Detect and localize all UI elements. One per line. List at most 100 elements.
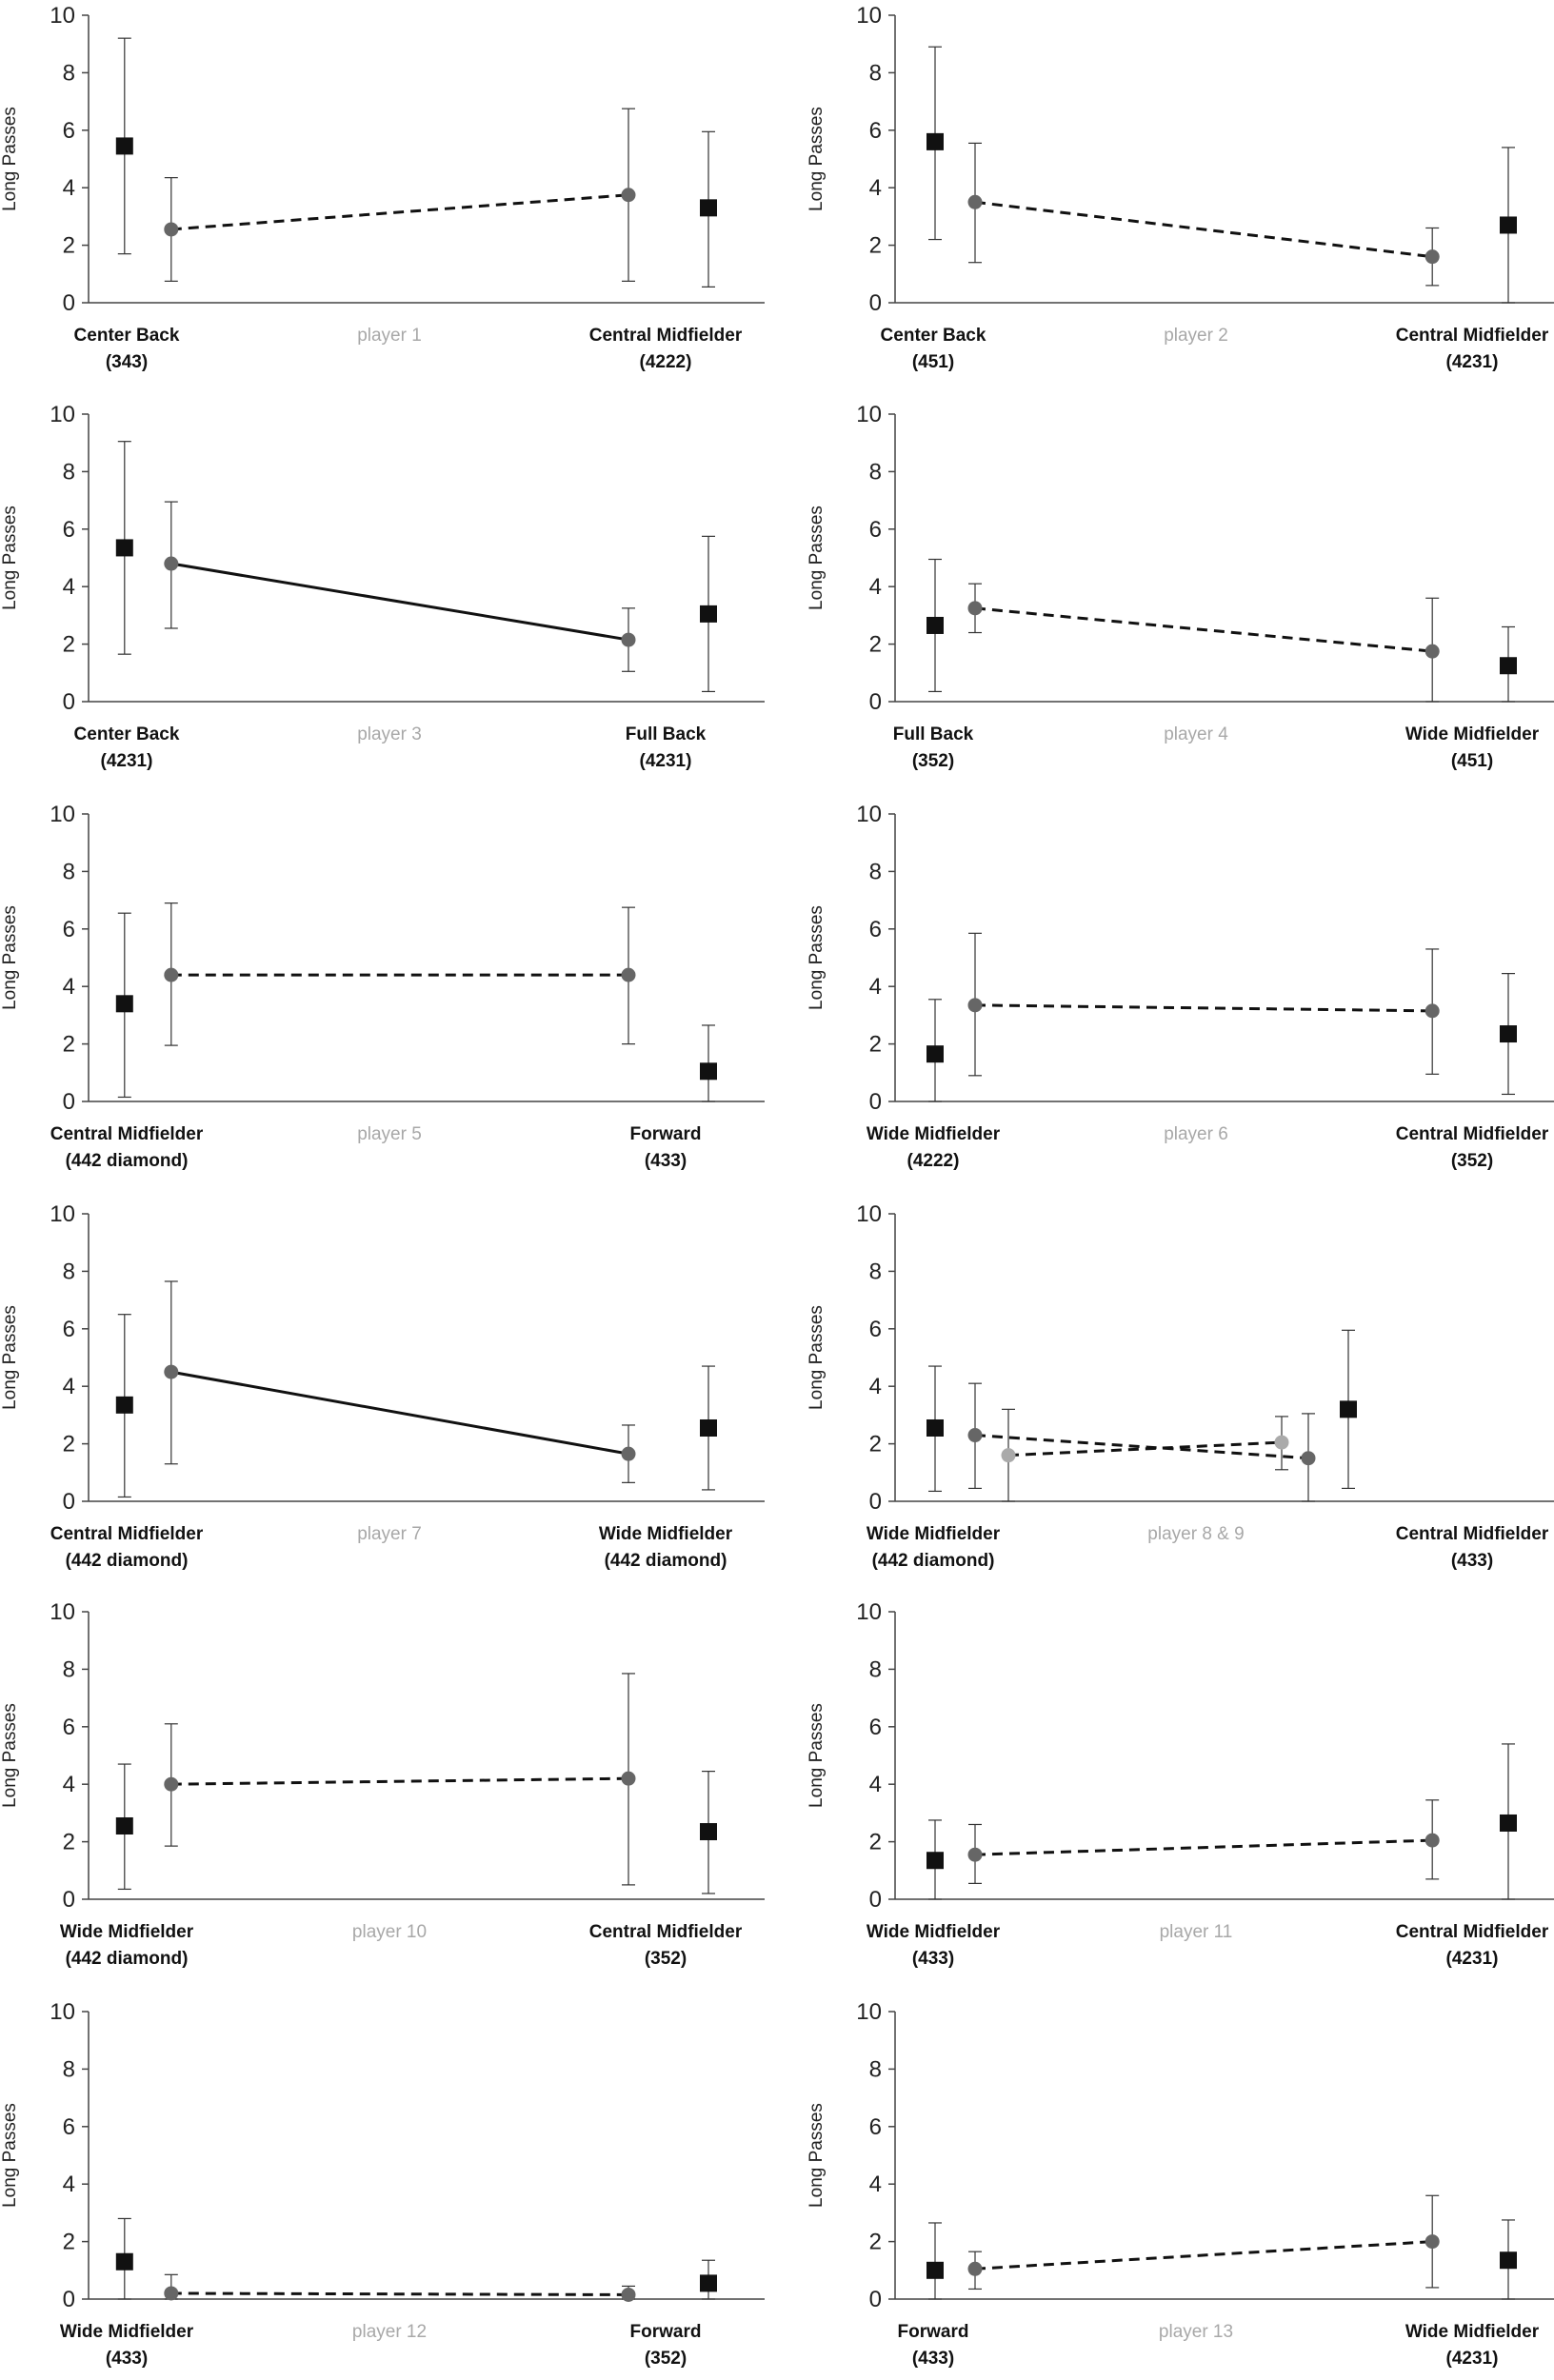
data-point-circle bbox=[621, 1771, 636, 1786]
position-label: Wide Midfielder bbox=[60, 1922, 194, 1942]
y-axis-label: Long Passes bbox=[807, 2103, 827, 2208]
y-axis-label: Long Passes bbox=[0, 107, 20, 211]
player-label: player 12 bbox=[352, 2322, 427, 2342]
formation-label: (442 diamond) bbox=[872, 1551, 995, 1571]
formation-label: (442 diamond) bbox=[66, 1151, 189, 1171]
series-line bbox=[170, 562, 629, 642]
chart-panel-10: 0 2 4 6 8 10 Long Passes Wide Midfielder (433) Ce… bbox=[807, 1599, 1554, 1969]
y-axis-label: Long Passes bbox=[0, 1305, 20, 1410]
y-tick-label: 6 bbox=[869, 2114, 882, 2140]
position-label: Center Back bbox=[881, 326, 986, 346]
y-tick-label: 10 bbox=[50, 1599, 75, 1625]
chart-panel-3: 0 2 4 6 8 10 Long Passes Center Back (4231) Full … bbox=[0, 402, 765, 771]
y-tick-label: 0 bbox=[869, 1489, 882, 1515]
position-label: Central Midfielder bbox=[1396, 1922, 1549, 1942]
player-label: player 8 & 9 bbox=[1147, 1524, 1244, 1544]
data-point-circle bbox=[1274, 1435, 1289, 1450]
chart-panel-1: 0 2 4 6 8 10 Long Passes Center Back (343) Centra… bbox=[0, 3, 765, 372]
player-label: player 1 bbox=[357, 326, 422, 346]
formation-label: (352) bbox=[645, 1949, 687, 1969]
position-label: Central Midfielder bbox=[50, 1524, 204, 1544]
player-label: player 10 bbox=[352, 1922, 427, 1942]
position-label: Wide Midfielder bbox=[1405, 724, 1540, 744]
y-tick-label: 10 bbox=[50, 1999, 75, 2025]
y-tick-label: 10 bbox=[50, 402, 75, 427]
data-point-square bbox=[926, 616, 944, 634]
data-point-square bbox=[926, 1852, 944, 1870]
data-point-circle bbox=[967, 1847, 983, 1862]
y-tick-label: 0 bbox=[63, 689, 75, 715]
y-tick-label: 10 bbox=[856, 1999, 882, 2025]
y-tick-label: 8 bbox=[63, 459, 75, 485]
data-point-square bbox=[115, 137, 133, 155]
y-tick-label: 2 bbox=[63, 1032, 75, 1058]
data-point-square bbox=[1500, 2251, 1517, 2270]
data-point-square bbox=[115, 1396, 133, 1414]
chart-panel-11: 0 2 4 6 8 10 Long Passes Wide Midfielder (433) Fo… bbox=[0, 1999, 765, 2369]
data-point-square bbox=[926, 2261, 944, 2279]
y-tick-label: 0 bbox=[869, 689, 882, 715]
y-tick-label: 4 bbox=[63, 574, 75, 600]
position-label: Center Back bbox=[74, 724, 180, 744]
y-tick-label: 6 bbox=[63, 1317, 75, 1342]
y-tick-label: 10 bbox=[856, 3, 882, 29]
data-point-circle bbox=[967, 601, 983, 616]
data-point-circle bbox=[164, 1776, 179, 1792]
data-point-circle bbox=[164, 222, 179, 237]
data-point-square bbox=[115, 1816, 133, 1835]
y-tick-label: 4 bbox=[869, 574, 882, 600]
y-tick-label: 2 bbox=[869, 1830, 882, 1855]
position-label: Wide Midfielder bbox=[867, 1922, 1001, 1942]
data-point-circle bbox=[967, 2261, 983, 2276]
data-point-square bbox=[115, 995, 133, 1013]
formation-label: (433) bbox=[912, 2349, 954, 2369]
data-point-square bbox=[115, 2252, 133, 2271]
data-point-circle bbox=[621, 967, 636, 982]
data-point-square bbox=[1500, 1025, 1517, 1043]
y-tick-label: 0 bbox=[869, 290, 882, 316]
formation-label: (352) bbox=[645, 2349, 687, 2369]
data-point-circle bbox=[1001, 1448, 1016, 1463]
y-tick-label: 2 bbox=[869, 233, 882, 259]
y-tick-label: 6 bbox=[869, 917, 882, 942]
formation-label: (352) bbox=[1451, 1151, 1493, 1171]
y-tick-label: 6 bbox=[63, 517, 75, 543]
formation-label: (4231) bbox=[1446, 2349, 1499, 2369]
chart-panel-5: 0 2 4 6 8 10 Long Passes Central Midfielder (442… bbox=[0, 802, 765, 1171]
data-point-square bbox=[700, 199, 717, 217]
y-tick-label: 2 bbox=[869, 1432, 882, 1458]
y-tick-label: 6 bbox=[63, 1715, 75, 1740]
y-tick-label: 4 bbox=[869, 1374, 882, 1399]
series-line bbox=[170, 1370, 629, 1456]
y-tick-label: 10 bbox=[50, 1201, 75, 1227]
chart-panel-7: 0 2 4 6 8 10 Long Passes Central Midfielder (442… bbox=[0, 1201, 765, 1571]
position-label: Forward bbox=[630, 2322, 702, 2342]
series-line bbox=[974, 606, 1433, 653]
player-label: player 2 bbox=[1164, 326, 1228, 346]
formation-label: (4222) bbox=[907, 1151, 960, 1171]
position-label: Central Midfielder bbox=[1396, 1124, 1549, 1144]
y-tick-label: 2 bbox=[63, 1830, 75, 1855]
data-point-circle bbox=[967, 998, 983, 1013]
y-tick-label: 8 bbox=[63, 1259, 75, 1284]
series-line bbox=[170, 2291, 629, 2296]
formation-label: (433) bbox=[106, 2349, 148, 2369]
y-tick-label: 2 bbox=[63, 2230, 75, 2255]
data-point-circle bbox=[967, 194, 983, 209]
position-label: Wide Midfielder bbox=[867, 1524, 1001, 1544]
formation-label: (4231) bbox=[1446, 1949, 1499, 1969]
y-tick-label: 4 bbox=[63, 175, 75, 201]
y-tick-label: 8 bbox=[869, 459, 882, 485]
formation-label: (442 diamond) bbox=[66, 1949, 189, 1969]
y-axis-label: Long Passes bbox=[807, 107, 827, 211]
formation-label: (433) bbox=[912, 1949, 954, 1969]
data-point-square bbox=[700, 605, 717, 623]
y-tick-label: 8 bbox=[869, 60, 882, 86]
data-point-circle bbox=[621, 1446, 636, 1461]
position-label: Center Back bbox=[74, 326, 180, 346]
chart-panel-6: 0 2 4 6 8 10 Long Passes Wide Midfielder (4222) C… bbox=[807, 802, 1554, 1171]
y-tick-label: 0 bbox=[869, 1089, 882, 1115]
data-point-circle bbox=[1301, 1451, 1316, 1466]
player-label: player 3 bbox=[357, 724, 422, 744]
y-axis-label: Long Passes bbox=[0, 905, 20, 1010]
